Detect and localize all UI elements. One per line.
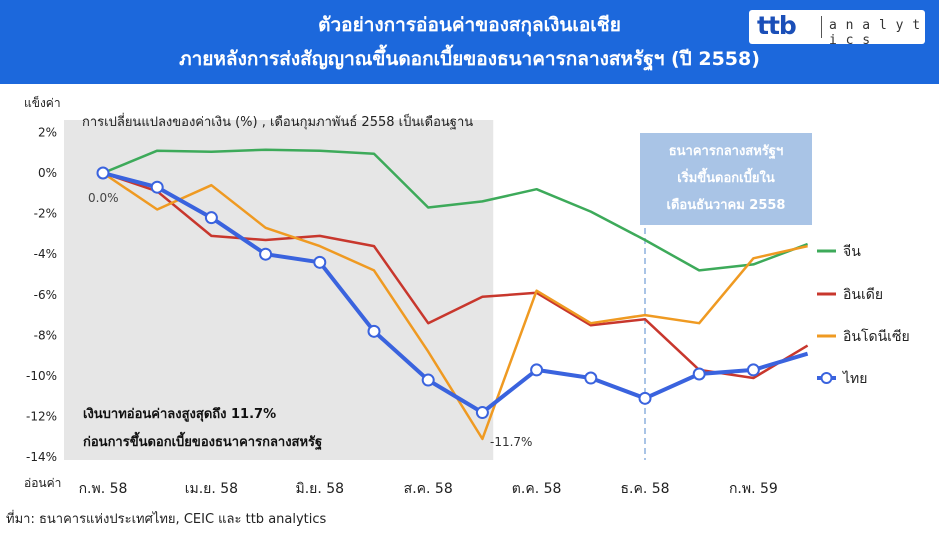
fed-annotation-line: เริ่มขึ้นดอกเบี้ยใน: [677, 167, 775, 186]
header-banner: ตัวอย่างการอ่อนค่าของสกุลเงินเอเชีย ภายห…: [0, 0, 939, 84]
y-tick-label: -2%: [34, 207, 57, 221]
y-tick-label: -4%: [34, 247, 57, 261]
y-tick-label: -6%: [34, 288, 57, 302]
y-tick-label: -8%: [34, 328, 57, 342]
data-point-marker: [421, 373, 435, 387]
legend-marker: [820, 372, 833, 384]
data-point-marker: [746, 363, 760, 377]
y-tick-label: 2%: [38, 125, 57, 139]
series-line-1: [102, 171, 809, 380]
weaker-axis-label: อ่อนค่า: [24, 476, 62, 490]
series-line-0: [102, 148, 809, 272]
baht-annotation-line: เงินบาทอ่อนค่าลงสูงสุดถึง 11.7%: [83, 406, 276, 422]
data-point-marker: [530, 363, 544, 377]
baht-annotation-line: ก่อนการขึ้นดอกเบี้ยของธนาคารกลางสหรัฐ: [83, 431, 322, 451]
chart-subtitle: การเปลี่ยนแปลงของค่าเงิน (%) , เดือนกุมภ…: [82, 112, 473, 130]
x-tick-label: ก.พ. 59: [729, 481, 778, 497]
y-tick-label: -12%: [26, 410, 57, 424]
x-tick-label: ก.พ. 58: [79, 481, 128, 497]
fed-annotation-line: เดือนธันวาคม 2558: [667, 197, 786, 213]
x-tick-label: ต.ค. 58: [512, 481, 562, 497]
chart-title-line2: ภายหลังการส่งสัญญาณขึ้นดอกเบี้ยของธนาคาร…: [179, 48, 760, 70]
chart-title-line1: ตัวอย่างการอ่อนค่าของสกุลเงินเอเชีย: [318, 14, 621, 36]
data-point-marker: [475, 406, 489, 420]
y-tick-label: -10%: [26, 369, 57, 383]
x-tick-label: เม.ย. 58: [185, 481, 238, 497]
stronger-axis-label: แข็งค่า: [24, 96, 61, 110]
point-label-start: 0.0%: [88, 191, 119, 205]
data-point-marker: [313, 255, 327, 269]
legend-label: อินโดนีเซีย: [843, 328, 910, 345]
shaded-period: [64, 120, 494, 460]
y-tick-label: -14%: [26, 450, 57, 464]
ttb-logo: ttb a n a l y t i c s: [749, 10, 925, 48]
series-line-3: [102, 171, 809, 415]
data-point-marker: [367, 324, 381, 338]
logo-analytics-text: a n a l y t i c s: [829, 18, 921, 48]
x-tick-label: มิ.ย. 58: [295, 481, 344, 497]
x-tick-label: ส.ค. 58: [404, 481, 453, 497]
data-point-marker: [584, 371, 598, 385]
y-tick-label: 0%: [38, 166, 57, 180]
legend-label: ไทย: [842, 370, 867, 387]
legend-label: อินเดีย: [843, 287, 883, 303]
data-point-marker: [692, 367, 706, 381]
logo-ttb-text: ttb: [757, 11, 797, 40]
data-point-marker: [96, 166, 110, 180]
source-note: ที่มา: ธนาคารแห่งประเทศไทย, CEIC และ ttb…: [6, 512, 327, 527]
fed-hike-annotation-box: [640, 133, 812, 225]
fed-annotation-line: ธนาคารกลางสหรัฐฯ: [669, 144, 784, 160]
data-point-marker: [150, 180, 164, 194]
data-point-marker: [204, 211, 218, 225]
point-label-min: -11.7%: [490, 435, 532, 449]
x-tick-label: ธ.ค. 58: [620, 481, 669, 497]
legend-label: จีน: [843, 244, 861, 260]
logo-divider: [821, 16, 822, 38]
data-point-marker: [638, 391, 652, 405]
data-point-marker: [259, 247, 273, 261]
